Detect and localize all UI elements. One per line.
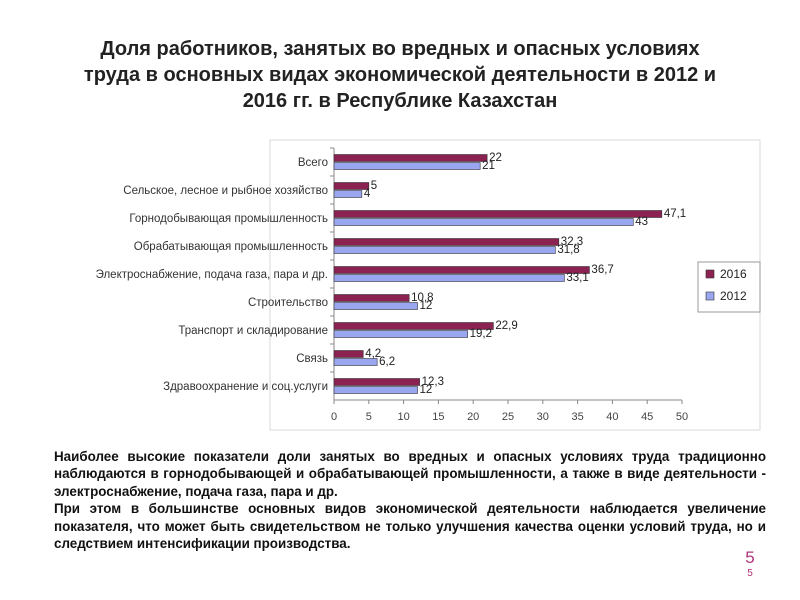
data-label-2012: 4 <box>364 188 371 200</box>
data-label-2012: 21 <box>482 160 495 172</box>
page-number-small: 5 <box>747 568 753 579</box>
legend-swatch-2016 <box>705 269 715 279</box>
category-label: Транспорт и складирование <box>178 325 328 337</box>
title-line-3: 2016 гг. в Республике Казахстан <box>242 90 558 112</box>
bar-2012 <box>333 358 378 366</box>
data-label-2016: 4,2 <box>365 348 381 360</box>
bar-2016 <box>333 322 494 330</box>
x-tick-label: 45 <box>641 411 653 423</box>
x-tick-label: 30 <box>537 411 549 423</box>
bar-2016 <box>333 210 663 218</box>
bar-2016 <box>333 238 560 246</box>
x-tick-label: 10 <box>397 411 409 423</box>
x-tick-label: 50 <box>676 411 688 423</box>
data-label-2016: 22,9 <box>495 320 517 332</box>
data-label-2016: 32,3 <box>561 236 583 248</box>
legend-label-2012: 2012 <box>720 289 747 303</box>
page-title: Доля работников, занятых во вредных и оп… <box>40 36 760 114</box>
category-label: Всего <box>298 157 328 169</box>
category-label: Строительство <box>248 297 328 309</box>
paragraph-2: При этом в большинстве основных видов эк… <box>54 501 766 552</box>
bar-2012 <box>333 302 418 310</box>
title-line-1: Доля работников, занятых во вредных и оп… <box>100 38 700 60</box>
x-tick-label: 40 <box>606 411 618 423</box>
legend-label-2016: 2016 <box>720 267 747 281</box>
category-label: Обрабатывающая промышленность <box>134 241 328 253</box>
bar-2012 <box>333 190 363 198</box>
data-label-2012: 19,2 <box>470 328 492 340</box>
x-tick-label: 15 <box>432 411 444 423</box>
data-label-2016: 12,3 <box>422 376 444 388</box>
data-label-2016: 5 <box>371 180 377 192</box>
data-label-2012: 6,2 <box>379 356 395 368</box>
x-tick-label: 25 <box>502 411 514 423</box>
x-tick-label: 35 <box>571 411 583 423</box>
page-number: 5 <box>745 548 755 567</box>
data-label-2012: 43 <box>635 216 648 228</box>
x-tick-label: 20 <box>467 411 479 423</box>
bar-2016 <box>333 266 590 274</box>
bar-2016 <box>333 378 420 386</box>
category-label: Сельское, лесное и рыбное хозяйство <box>123 185 328 197</box>
title-line-2: труда в основных видах экономической дея… <box>83 64 717 86</box>
bar-2016 <box>333 154 488 162</box>
x-tick-label: 0 <box>331 411 337 423</box>
data-label-2012: 12 <box>420 384 433 396</box>
data-label-2012: 12 <box>420 300 433 312</box>
x-tick-label: 5 <box>366 411 372 423</box>
paragraph-1: Наиболее высокие показатели доли занятых… <box>54 449 766 499</box>
category-label: Здравоохранение и соц.услуги <box>163 381 328 393</box>
legend-swatch-2012 <box>705 291 715 301</box>
bar-2012 <box>333 386 418 394</box>
bar-2012 <box>333 330 468 338</box>
data-label-2012: 31,8 <box>557 244 579 256</box>
data-label-2016: 47,1 <box>664 208 686 220</box>
data-label-2016: 22 <box>489 152 502 164</box>
bar-2012 <box>333 162 481 170</box>
body-text: Наиболее высокие показатели доли занятых… <box>54 448 766 552</box>
category-label: Горнодобывающая промышленность <box>129 213 328 225</box>
bar-2016 <box>333 294 410 302</box>
data-label-2012: 33,1 <box>566 272 588 284</box>
category-label: Связь <box>296 353 328 365</box>
bar-2012 <box>333 246 556 254</box>
data-label-2016: 36,7 <box>591 264 613 276</box>
bar-2016 <box>333 350 364 358</box>
category-label: Электроснабжение, подача газа, пара и др… <box>96 269 328 281</box>
data-label-2016: 10,8 <box>411 292 433 304</box>
bar-2012 <box>333 218 634 226</box>
bar-2012 <box>333 274 565 282</box>
bar-2016 <box>333 182 370 190</box>
